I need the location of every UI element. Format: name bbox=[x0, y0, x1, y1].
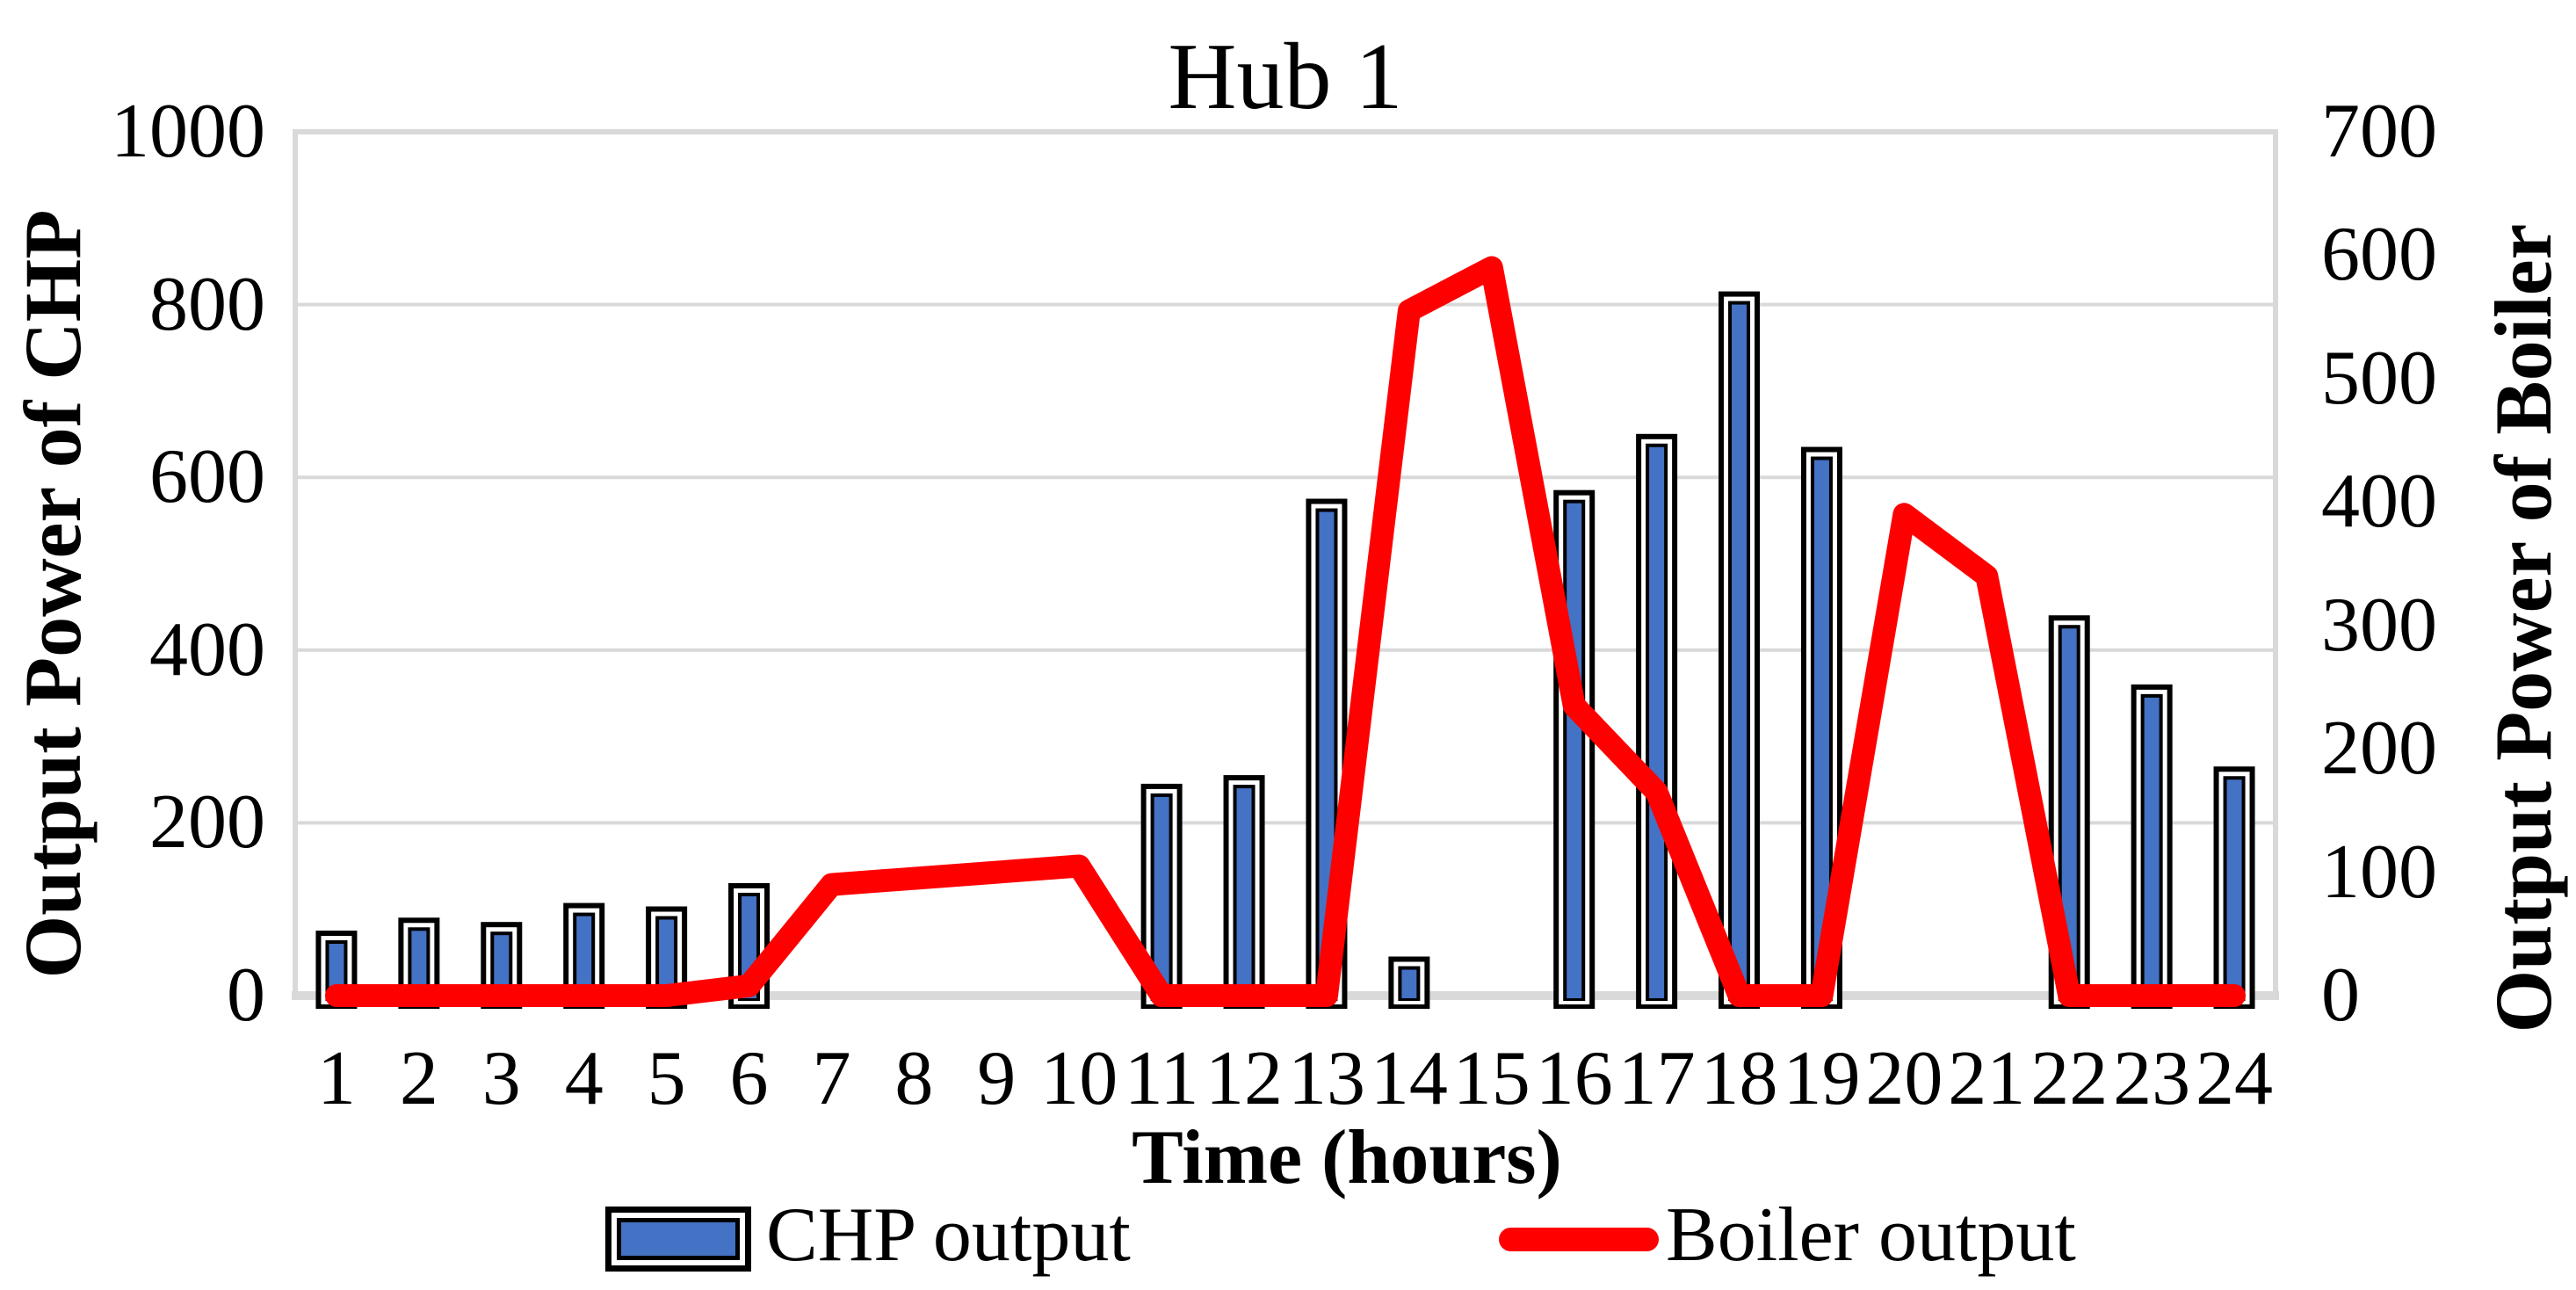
x-tick-17: 17 bbox=[1617, 1036, 1696, 1121]
bar-hour-23 bbox=[2144, 697, 2160, 998]
y-right-tick-400: 400 bbox=[2321, 459, 2437, 545]
x-tick-7: 7 bbox=[812, 1036, 851, 1121]
x-tick-4: 4 bbox=[564, 1036, 604, 1121]
legend-chp-label: CHP output bbox=[766, 1192, 1131, 1278]
y-right-tick-0: 0 bbox=[2321, 953, 2360, 1038]
x-tick-20: 20 bbox=[1865, 1036, 1943, 1121]
x-tick-14: 14 bbox=[1370, 1036, 1448, 1121]
y-right-tick-200: 200 bbox=[2321, 706, 2437, 792]
x-tick-16: 16 bbox=[1535, 1036, 1613, 1121]
y-right-tick-300: 300 bbox=[2321, 582, 2437, 668]
boiler-line bbox=[325, 256, 2246, 1007]
y-right-tick-700: 700 bbox=[2321, 89, 2437, 174]
y-left-tick-1000: 1000 bbox=[111, 89, 265, 174]
y-right-tick-100: 100 bbox=[2321, 829, 2437, 915]
y-left-axis-title: Output Power of CHP bbox=[8, 209, 98, 979]
x-tick-19: 19 bbox=[1783, 1036, 1861, 1121]
y-right-tick-500: 500 bbox=[2321, 335, 2437, 421]
x-tick-15: 15 bbox=[1452, 1036, 1530, 1121]
x-tick-8: 8 bbox=[894, 1036, 934, 1121]
x-tick-21: 21 bbox=[1948, 1036, 2026, 1121]
x-tick-6: 6 bbox=[729, 1036, 769, 1121]
bar-hour-14 bbox=[1401, 969, 1417, 998]
x-tick-13: 13 bbox=[1287, 1036, 1365, 1121]
chart-title: Hub 1 bbox=[1168, 25, 1403, 129]
x-tick-2: 2 bbox=[399, 1036, 438, 1121]
bar-hour-2 bbox=[411, 931, 427, 998]
bar-hour-22 bbox=[2061, 628, 2077, 998]
y-right-tick-600: 600 bbox=[2321, 212, 2437, 298]
x-tick-9: 9 bbox=[977, 1036, 1017, 1121]
bar-hour-17 bbox=[1649, 446, 1665, 998]
bar-hour-19 bbox=[1813, 460, 1829, 998]
legend-chp-bar-swatch-icon bbox=[617, 1218, 740, 1260]
x-tick-1: 1 bbox=[316, 1036, 356, 1121]
bar-hour-16 bbox=[1567, 503, 1582, 998]
y-left-tick-0: 0 bbox=[227, 953, 265, 1038]
x-axis-title: Time (hours) bbox=[1132, 1115, 1562, 1200]
y-left-tick-400: 400 bbox=[149, 606, 265, 692]
bar-hour-3 bbox=[494, 935, 510, 998]
bar-hour-12 bbox=[1236, 788, 1252, 998]
x-tick-5: 5 bbox=[647, 1036, 686, 1121]
y-left-tick-200: 200 bbox=[149, 779, 265, 866]
y-left-tick-800: 800 bbox=[149, 261, 265, 347]
bar-hour-4 bbox=[576, 916, 592, 998]
legend-boiler-line-swatch-icon bbox=[1499, 1228, 1659, 1251]
legend-boiler-label: Boiler output bbox=[1666, 1192, 2076, 1278]
bar-hour-5 bbox=[659, 919, 675, 998]
y-left-tick-600: 600 bbox=[149, 434, 265, 520]
x-tick-23: 23 bbox=[2113, 1036, 2191, 1121]
x-tick-12: 12 bbox=[1205, 1036, 1284, 1121]
x-tick-24: 24 bbox=[2196, 1036, 2274, 1121]
x-tick-22: 22 bbox=[2030, 1036, 2109, 1121]
x-tick-3: 3 bbox=[481, 1036, 521, 1121]
bar-hour-24 bbox=[2226, 779, 2242, 998]
bar-hour-18 bbox=[1732, 304, 1747, 999]
x-tick-18: 18 bbox=[1700, 1036, 1778, 1121]
x-tick-11: 11 bbox=[1124, 1036, 1199, 1121]
bar-hour-11 bbox=[1154, 796, 1169, 998]
x-tick-10: 10 bbox=[1040, 1036, 1118, 1121]
